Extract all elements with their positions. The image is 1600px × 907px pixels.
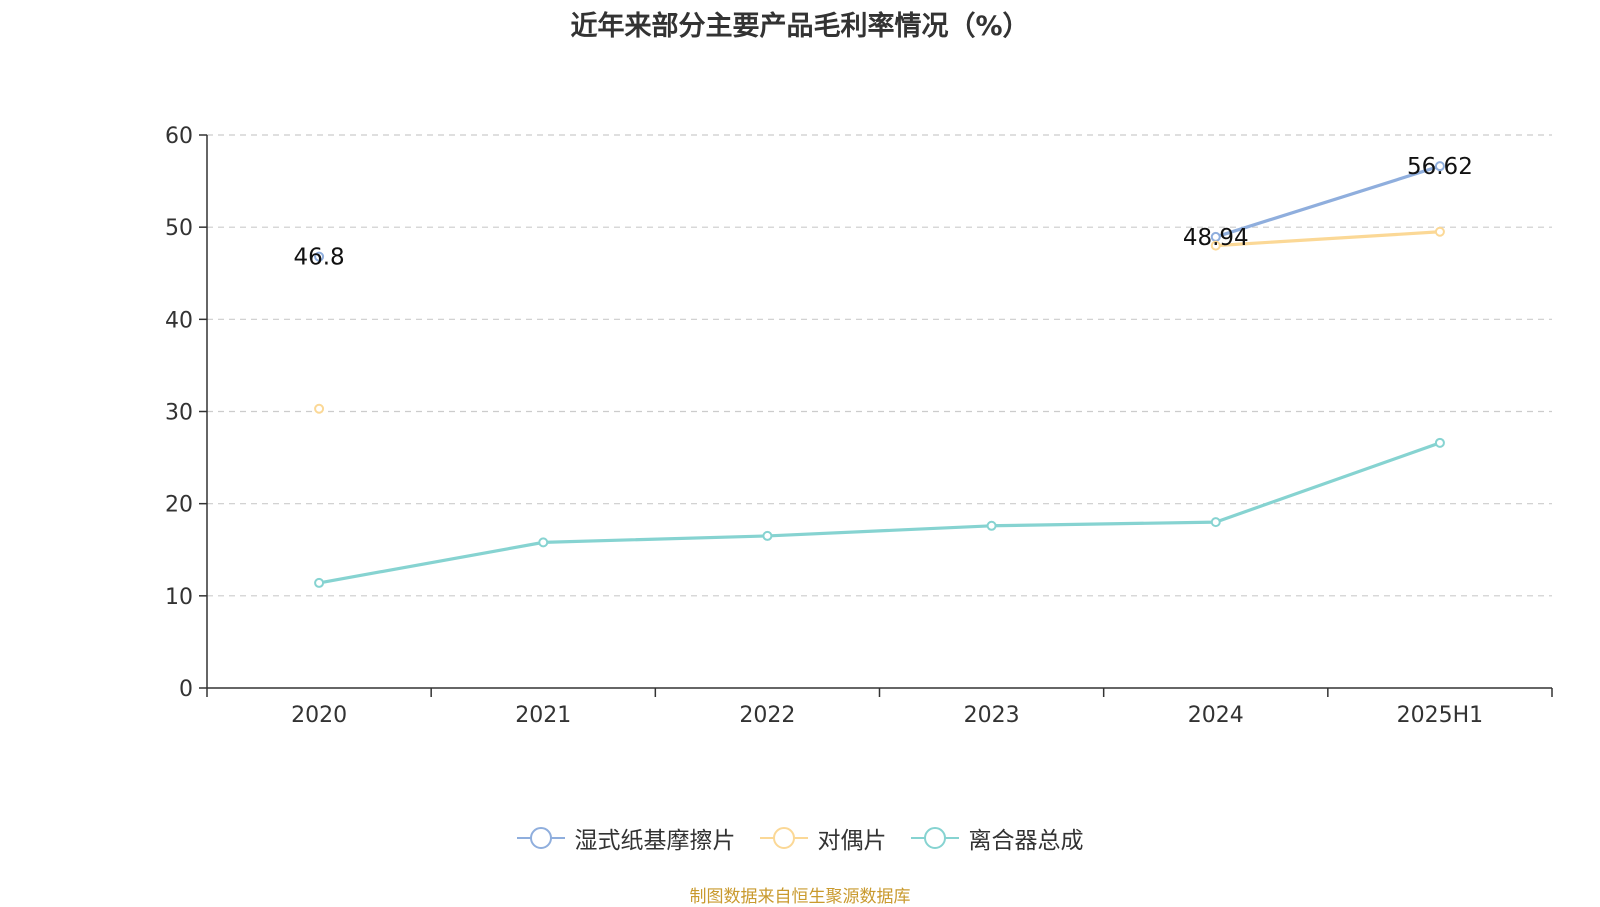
chart-title: 近年来部分主要产品毛利率情况（%） <box>570 11 1030 42</box>
data-labels: 46.8 48.94 56.62 <box>293 154 1472 271</box>
y-tick-label: 30 <box>165 401 193 426</box>
x-tick-label: 2021 <box>515 703 571 728</box>
x-tick-label: 2025H1 <box>1397 703 1484 728</box>
legend: 湿式纸基摩擦片 对偶片 离合器总成 <box>0 820 1600 856</box>
legend-label: 湿式纸基摩擦片 <box>574 828 736 854</box>
y-tick-label: 40 <box>165 308 193 333</box>
data-point <box>1434 226 1445 237</box>
data-point <box>314 403 325 414</box>
series-3 <box>314 437 1445 588</box>
legend-line-circle-icon <box>759 827 808 849</box>
series-line <box>1215 164 1441 239</box>
x-tick-label: 2020 <box>291 703 347 728</box>
data-point <box>762 530 773 541</box>
data-point <box>538 537 549 548</box>
legend-item-series-2[interactable]: 对偶片 <box>759 821 887 855</box>
legend-item-series-3[interactable]: 离合器总成 <box>910 821 1084 855</box>
y-tick-label: 10 <box>165 585 193 610</box>
data-point <box>1434 437 1445 448</box>
y-tick-label: 0 <box>179 677 193 702</box>
grid-lines <box>207 134 1552 597</box>
x-tick-label: 2023 <box>964 703 1020 728</box>
data-point <box>986 520 997 531</box>
data-point <box>1210 517 1221 528</box>
x-tick-label: 2024 <box>1188 703 1244 728</box>
data-point <box>1210 240 1221 251</box>
legend-line-circle-icon <box>516 827 565 849</box>
series-lines <box>314 161 1445 588</box>
series-2 <box>314 226 1445 414</box>
legend-line-circle-icon <box>910 827 959 849</box>
legend-item-series-1[interactable]: 湿式纸基摩擦片 <box>516 821 736 855</box>
data-label: 56.62 <box>1407 154 1473 180</box>
series-line <box>318 441 1441 585</box>
data-point <box>1434 161 1445 172</box>
data-point <box>314 577 325 588</box>
source-note: 制图数据来自恒生聚源数据库 <box>689 887 911 907</box>
y-tick-label: 20 <box>165 493 193 518</box>
legend-label: 离合器总成 <box>968 828 1084 854</box>
axes: 0 10 20 30 40 50 60 2020 2021 2022 2023 2024 2025H1 <box>165 124 1553 728</box>
data-label: 46.8 <box>293 245 344 271</box>
series-1 <box>314 161 1445 262</box>
data-point <box>314 251 325 262</box>
y-tick-label: 50 <box>165 216 193 241</box>
y-tick-label: 60 <box>165 124 193 149</box>
series-line <box>1215 230 1441 248</box>
data-label: 48.94 <box>1183 225 1249 251</box>
x-tick-label: 2022 <box>739 703 795 728</box>
legend-label: 对偶片 <box>817 828 887 854</box>
